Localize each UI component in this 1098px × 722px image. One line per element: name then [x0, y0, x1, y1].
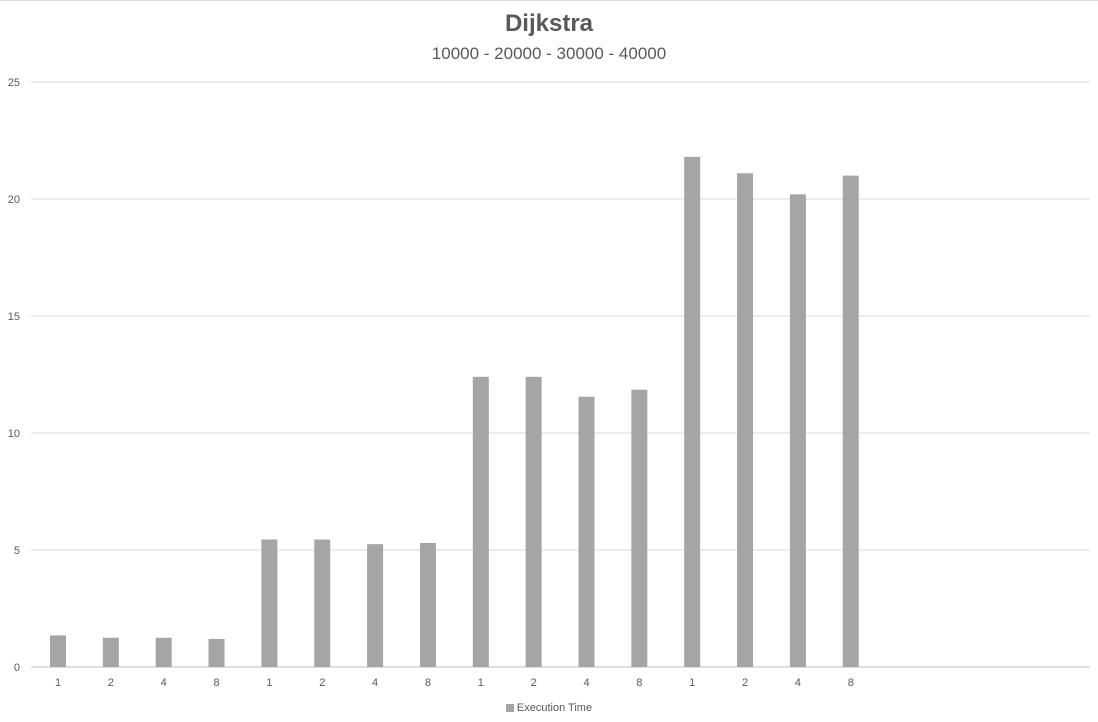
x-tick-label: 4 [161, 677, 167, 689]
x-tick-label: 8 [636, 677, 642, 689]
bar [102, 637, 119, 667]
x-tick-label: 1 [266, 677, 272, 689]
bar [50, 635, 66, 667]
y-tick-label: 5 [14, 545, 20, 557]
x-tick-label: 8 [425, 677, 431, 689]
bar [737, 173, 754, 667]
bar [472, 376, 489, 667]
bar [261, 539, 278, 667]
bar [155, 637, 172, 667]
y-tick-label: 25 [8, 77, 20, 89]
bar [525, 376, 542, 667]
bar [367, 544, 384, 667]
y-tick-label: 0 [14, 662, 20, 674]
legend-swatch [505, 704, 514, 712]
legend-label: Execution Time [516, 702, 593, 714]
bar [208, 638, 225, 667]
bar [314, 539, 331, 667]
y-tick-label: 10 [8, 428, 20, 440]
x-tick-label: 2 [108, 677, 114, 689]
x-tick-label: 4 [372, 677, 378, 689]
chart-subtitle: 10000 - 20000 - 30000 - 40000 [431, 44, 667, 63]
chart-legend: Execution Time [0, 702, 1098, 714]
x-tick-label: 1 [689, 677, 695, 689]
x-tick-label: 2 [319, 677, 325, 689]
x-tick-label: 8 [213, 677, 219, 689]
chart-title: Dijkstra [504, 10, 594, 37]
x-tick-label: 1 [55, 677, 61, 689]
bar [578, 396, 595, 667]
x-tick-label: 4 [583, 677, 589, 689]
bar [842, 175, 859, 667]
bar [684, 156, 701, 667]
y-tick-label: 20 [8, 194, 20, 206]
x-tick-label: 4 [795, 677, 801, 689]
x-tick-label: 8 [848, 677, 854, 689]
bar [631, 389, 648, 667]
y-tick-label: 15 [8, 311, 20, 323]
x-tick-label: 2 [531, 677, 537, 689]
x-tick-label: 2 [742, 677, 748, 689]
bar [789, 194, 806, 667]
bar [419, 542, 436, 667]
x-tick-label: 1 [478, 677, 484, 689]
